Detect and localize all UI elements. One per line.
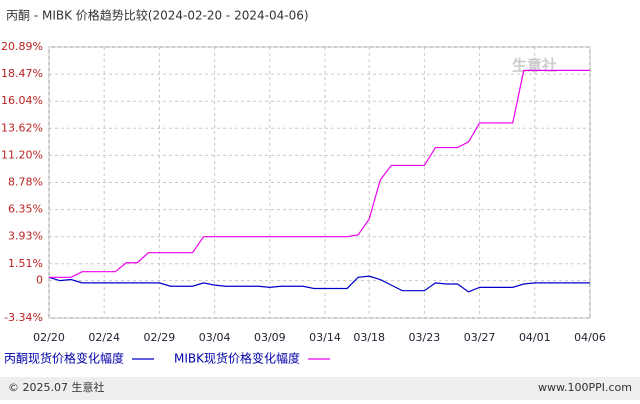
series-line xyxy=(49,69,590,278)
chart-title: 丙酮 - MIBK 价格趋势比较(2024-02-20 - 2024-04-06… xyxy=(6,8,309,23)
series-line xyxy=(48,275,590,293)
y-tick-label: 8.78% xyxy=(8,175,43,188)
footer-bar xyxy=(0,377,640,400)
footer-right: www.100PPI.com xyxy=(538,381,632,394)
y-tick-label: -3.34% xyxy=(4,311,43,324)
y-tick-label: 11.20% xyxy=(1,148,43,161)
y-tick-label: 1.51% xyxy=(8,257,43,270)
x-tick-label: 03/18 xyxy=(353,331,385,344)
y-tick-label: 0 xyxy=(36,274,43,287)
x-tick-label: 04/01 xyxy=(519,331,551,344)
x-tick-label: 03/27 xyxy=(464,331,496,344)
y-tick-label: 18.47% xyxy=(1,67,43,80)
x-tick-label: 02/24 xyxy=(88,331,120,344)
y-tick-label: 3.93% xyxy=(8,230,43,243)
legend-label: 丙酮现货价格变化幅度 xyxy=(4,351,124,366)
y-tick-label: 16.04% xyxy=(1,94,43,107)
footer-left: © 2025.07 生意社 xyxy=(8,380,104,394)
y-tick-label: 6.35% xyxy=(8,203,43,216)
legend-label: MIBK现货价格变化幅度 xyxy=(174,351,300,366)
x-tick-label: 04/06 xyxy=(574,331,606,344)
x-tick-label: 02/29 xyxy=(144,331,176,344)
x-tick-label: 03/14 xyxy=(309,331,341,344)
x-tick-label: 03/04 xyxy=(199,331,231,344)
y-tick-label: 13.62% xyxy=(1,121,43,134)
x-tick-label: 03/09 xyxy=(254,331,286,344)
x-tick-label: 03/23 xyxy=(409,331,441,344)
y-tick-label: 20.89% xyxy=(1,40,43,53)
x-tick-label: 02/20 xyxy=(33,331,65,344)
